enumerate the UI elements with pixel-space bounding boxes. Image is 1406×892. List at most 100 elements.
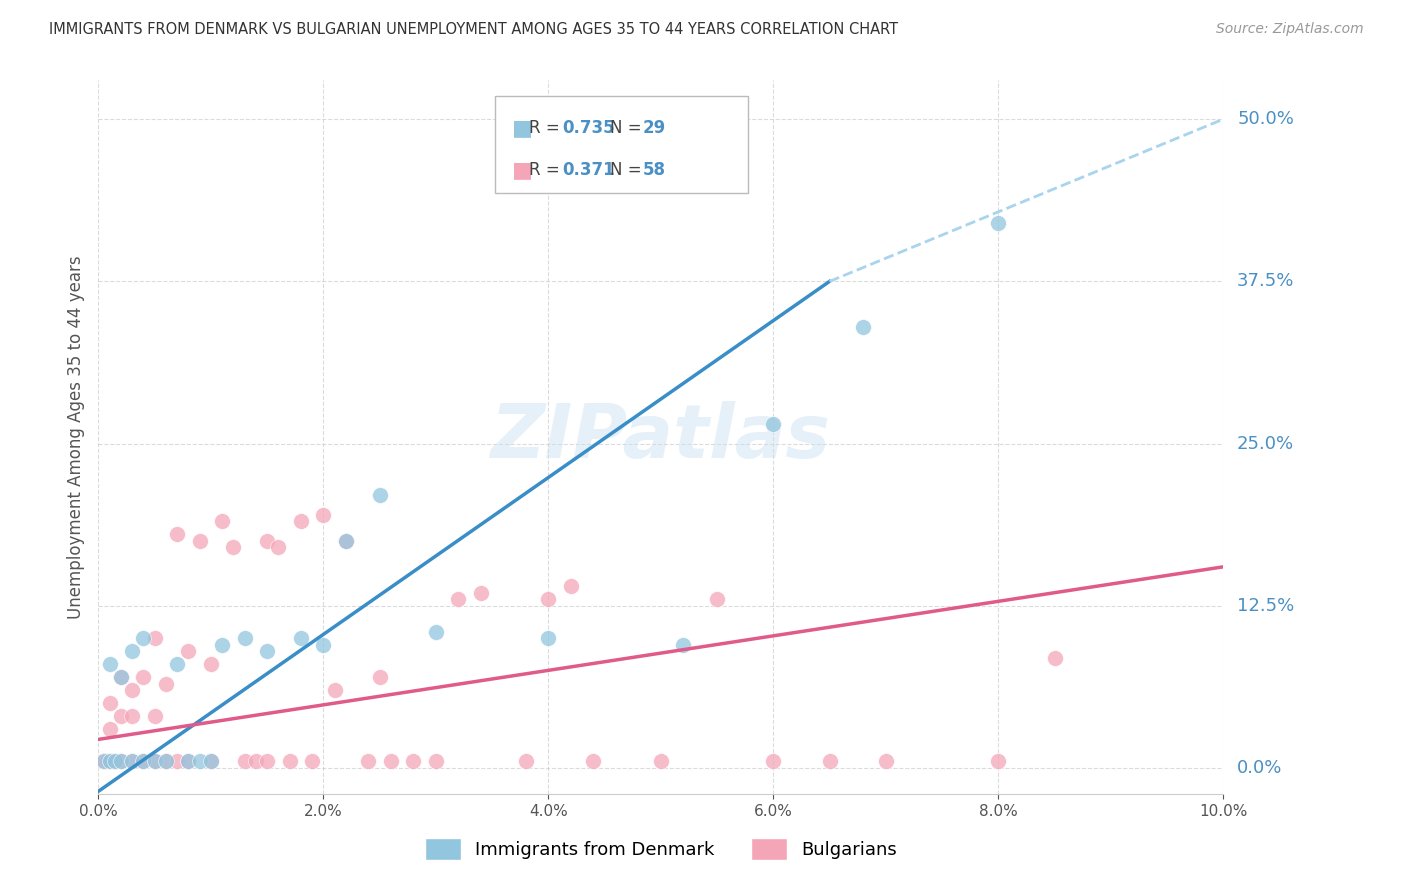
Point <box>143 709 166 723</box>
Point <box>211 638 233 652</box>
Point <box>155 755 177 769</box>
Point <box>470 586 492 600</box>
Point <box>96 755 118 769</box>
Point <box>110 755 132 769</box>
Point <box>267 541 290 555</box>
Text: 29: 29 <box>643 119 666 136</box>
Point <box>672 638 695 652</box>
Point <box>222 541 245 555</box>
Point <box>110 709 132 723</box>
Point <box>357 755 380 769</box>
Point <box>121 755 143 769</box>
Text: R =: R = <box>529 161 565 179</box>
Point <box>818 755 841 769</box>
Point <box>301 755 323 769</box>
Point <box>98 696 121 710</box>
Point <box>188 755 211 769</box>
Text: 0.735: 0.735 <box>562 119 614 136</box>
Point <box>200 755 222 769</box>
Point <box>875 755 897 769</box>
Point <box>90 755 112 769</box>
Point <box>143 755 166 769</box>
Text: 58: 58 <box>643 161 665 179</box>
Text: 0.0%: 0.0% <box>1237 759 1282 777</box>
Text: N =: N = <box>610 161 647 179</box>
Point <box>121 709 143 723</box>
Point <box>211 515 233 529</box>
Point <box>1043 650 1066 665</box>
Legend: Immigrants from Denmark, Bulgarians: Immigrants from Denmark, Bulgarians <box>418 830 904 867</box>
Point <box>121 683 143 698</box>
Point <box>110 670 132 684</box>
Point <box>335 533 357 548</box>
Point <box>177 755 200 769</box>
Point <box>155 755 177 769</box>
Point <box>852 319 875 334</box>
Point <box>762 755 785 769</box>
Point <box>762 417 785 431</box>
Point <box>143 755 166 769</box>
Point <box>402 755 425 769</box>
Point <box>706 592 728 607</box>
Point <box>380 755 402 769</box>
Point <box>200 657 222 672</box>
Point <box>650 755 672 769</box>
Point <box>537 631 560 645</box>
Point <box>98 755 121 769</box>
Point <box>425 624 447 639</box>
Point <box>93 755 115 769</box>
Text: 12.5%: 12.5% <box>1237 597 1295 615</box>
Text: Source: ZipAtlas.com: Source: ZipAtlas.com <box>1216 22 1364 37</box>
Point <box>166 755 188 769</box>
Text: R =: R = <box>529 119 565 136</box>
Text: ■: ■ <box>512 161 533 180</box>
Point <box>132 631 155 645</box>
Point <box>104 755 127 769</box>
Point <box>166 657 188 672</box>
Point <box>582 755 605 769</box>
Point <box>368 488 391 502</box>
Point <box>515 755 537 769</box>
Point <box>98 755 121 769</box>
Point <box>425 755 447 769</box>
Point <box>132 755 155 769</box>
Text: IMMIGRANTS FROM DENMARK VS BULGARIAN UNEMPLOYMENT AMONG AGES 35 TO 44 YEARS CORR: IMMIGRANTS FROM DENMARK VS BULGARIAN UNE… <box>49 22 898 37</box>
Point <box>177 644 200 658</box>
Point <box>143 631 166 645</box>
Point <box>447 592 470 607</box>
Point <box>110 670 132 684</box>
Point <box>132 670 155 684</box>
Point <box>256 533 278 548</box>
Point <box>200 755 222 769</box>
Point <box>256 755 278 769</box>
Point <box>537 592 560 607</box>
Point <box>188 533 211 548</box>
Text: 25.0%: 25.0% <box>1237 434 1295 452</box>
Point <box>290 631 312 645</box>
Point <box>110 755 132 769</box>
Point <box>368 670 391 684</box>
Text: ZIPatlas: ZIPatlas <box>491 401 831 474</box>
Text: 37.5%: 37.5% <box>1237 272 1295 291</box>
Point <box>290 515 312 529</box>
Text: ■: ■ <box>512 118 533 137</box>
Point <box>987 216 1010 230</box>
Point <box>132 755 155 769</box>
Point <box>104 755 127 769</box>
Point <box>987 755 1010 769</box>
Point <box>177 755 200 769</box>
Point <box>278 755 301 769</box>
Point <box>233 755 256 769</box>
Point <box>121 644 143 658</box>
Text: 0.371: 0.371 <box>562 161 614 179</box>
Point <box>93 755 115 769</box>
Point <box>560 579 582 593</box>
Point <box>312 508 335 522</box>
Point <box>323 683 346 698</box>
Point <box>312 638 335 652</box>
Point <box>155 676 177 690</box>
Point <box>245 755 267 769</box>
Point <box>256 644 278 658</box>
Text: N =: N = <box>610 119 647 136</box>
Point <box>98 722 121 736</box>
